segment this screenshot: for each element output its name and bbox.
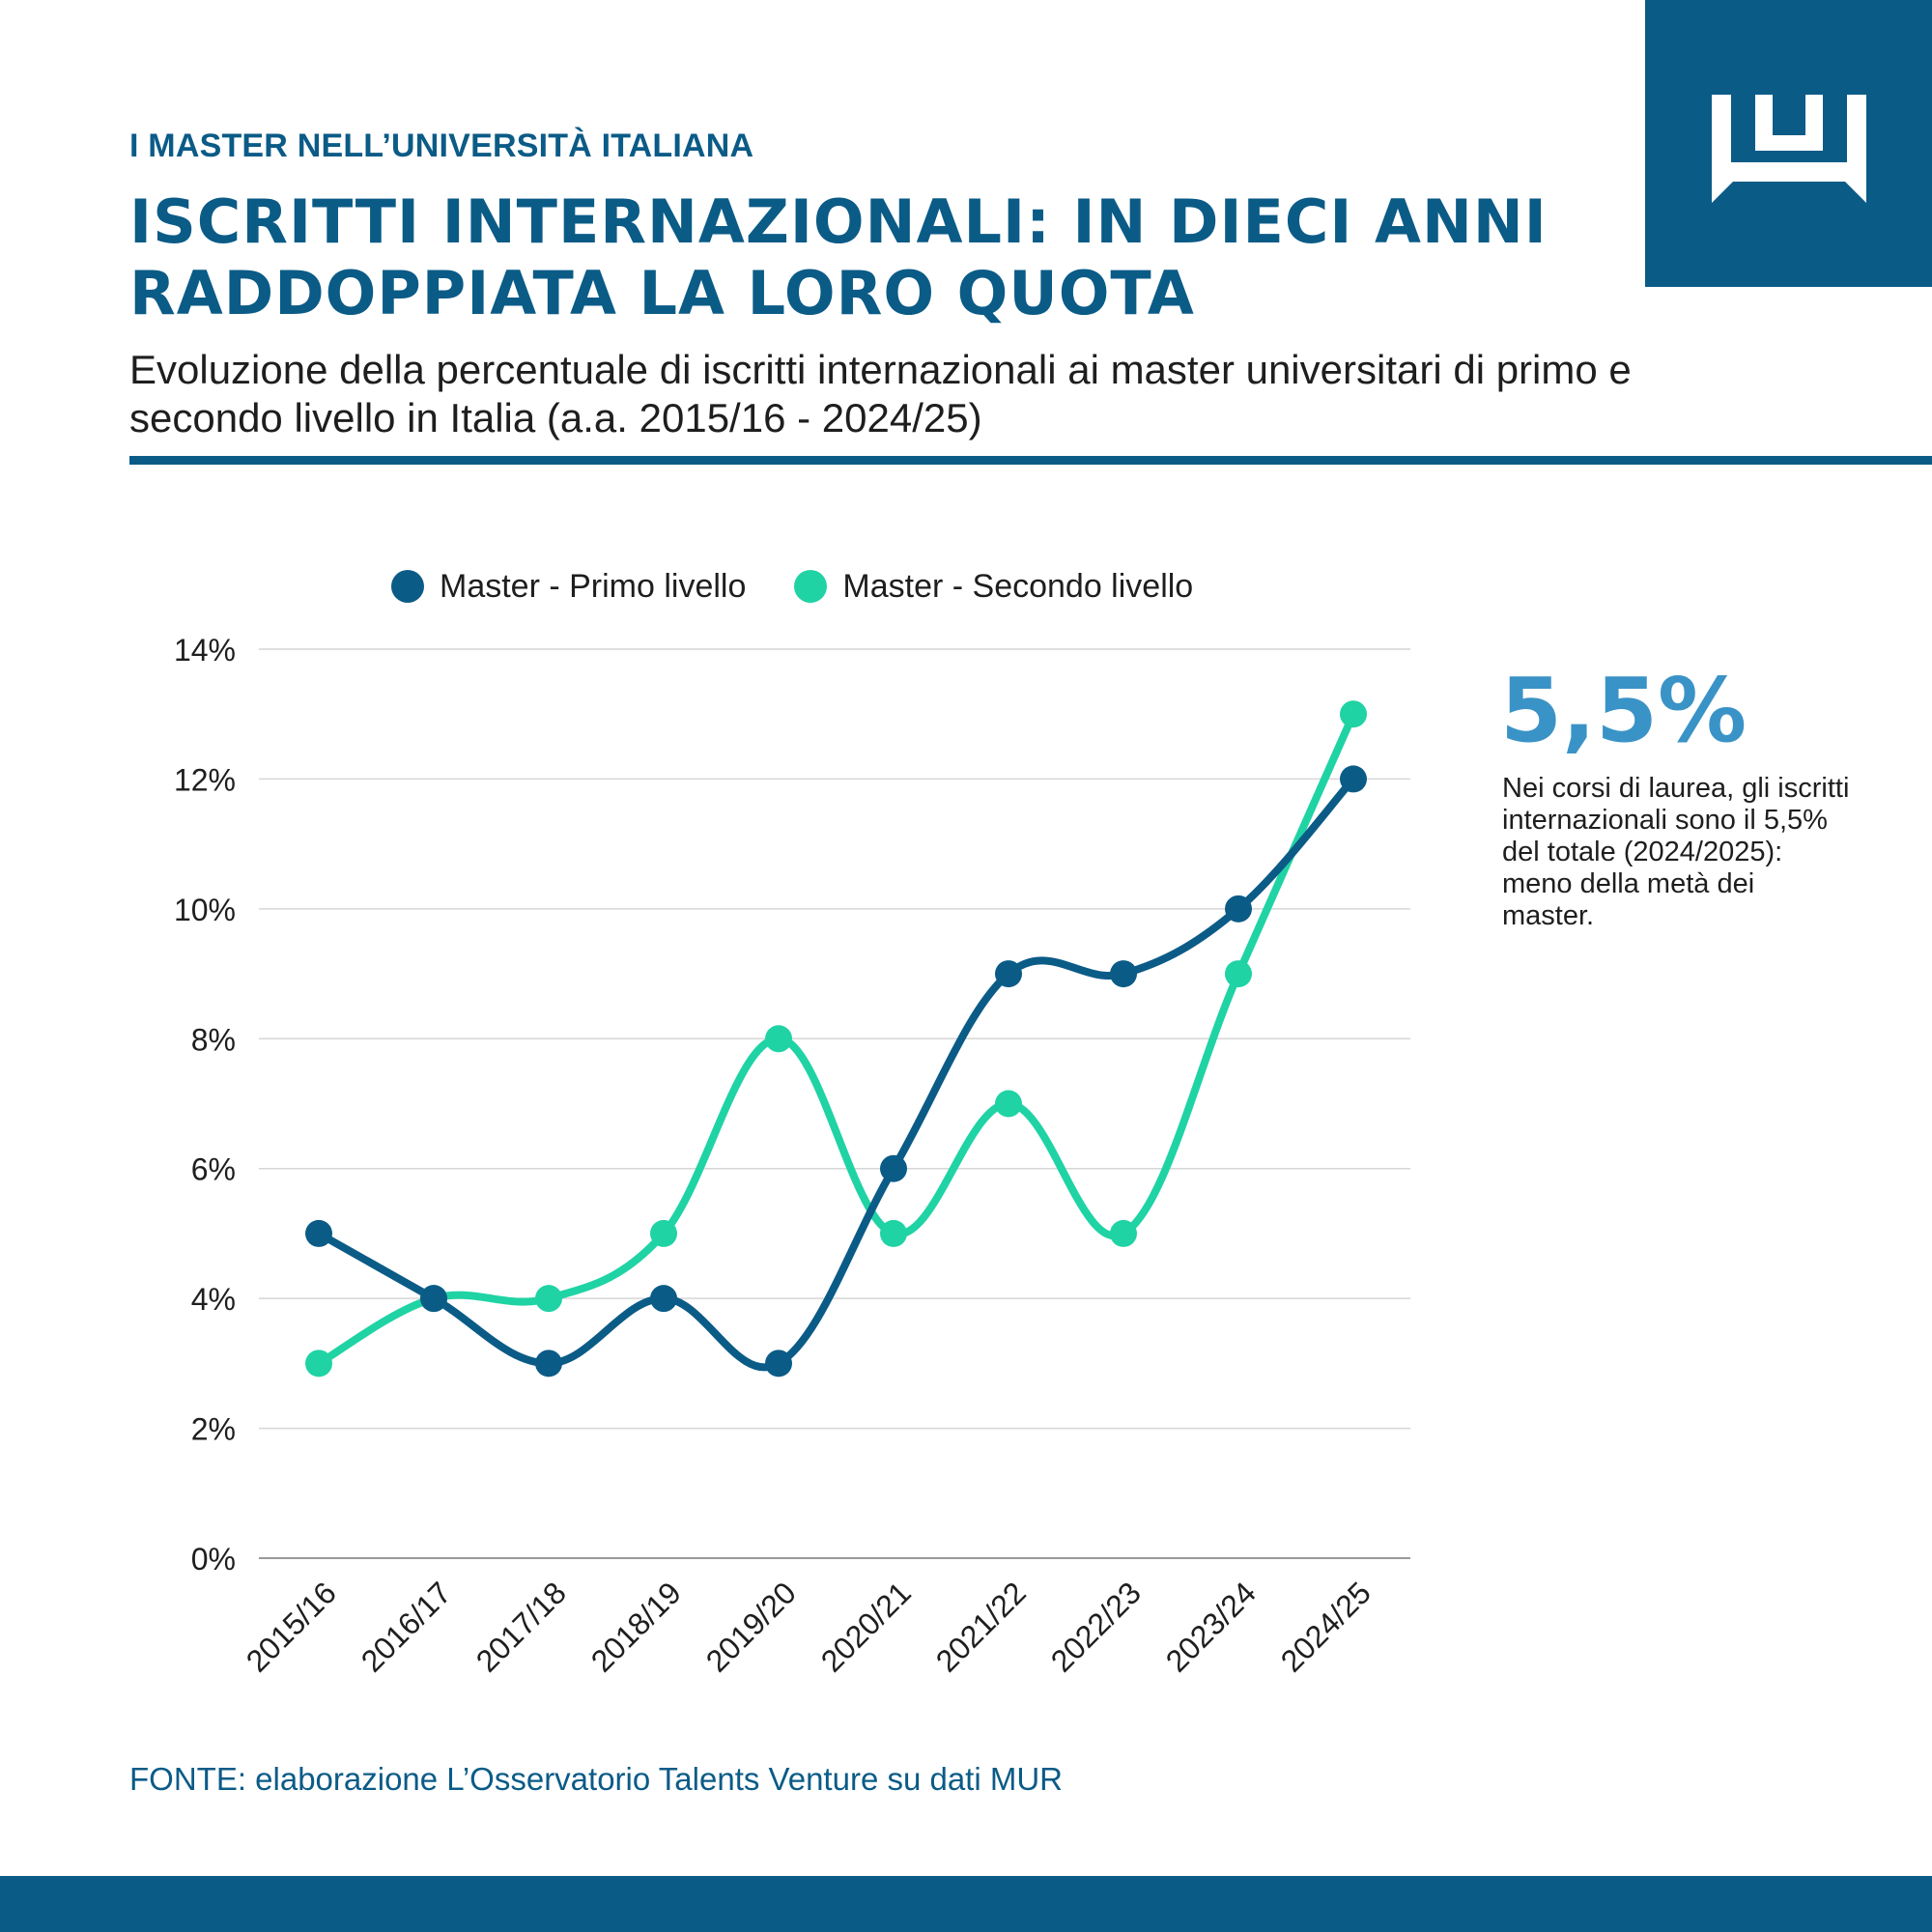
data-point-0 (650, 1285, 677, 1313)
logo-box (1645, 0, 1932, 287)
data-point-0 (1340, 765, 1367, 793)
x-tick-label: 2023/24 (1159, 1575, 1263, 1678)
y-tick-label: 2% (191, 1412, 236, 1447)
footer-bar (0, 1876, 1932, 1932)
y-tick-label: 8% (191, 1022, 236, 1057)
data-point-1 (995, 1090, 1022, 1118)
data-point-1 (1340, 700, 1367, 728)
data-point-0 (420, 1285, 447, 1313)
data-point-1 (765, 1025, 792, 1053)
x-tick-label: 2015/16 (240, 1575, 343, 1678)
x-tick-label: 2019/20 (699, 1575, 803, 1678)
x-tick-label: 2016/17 (355, 1575, 458, 1678)
data-point-0 (880, 1154, 907, 1182)
data-point-1 (650, 1219, 677, 1247)
series-line-0 (315, 775, 1357, 1372)
data-point-1 (1110, 1219, 1137, 1247)
legend-label-secondo: Master - Secondo livello (842, 567, 1194, 605)
legend-item-secondo: Master - Secondo livello (794, 568, 1193, 606)
x-tick-label: 2018/19 (584, 1575, 688, 1678)
data-point-1 (305, 1350, 332, 1378)
header-divider (129, 456, 1932, 465)
callout-value: 5,5% (1500, 659, 1747, 762)
y-tick-label: 6% (191, 1152, 236, 1187)
data-point-0 (765, 1350, 792, 1378)
data-point-1 (535, 1285, 562, 1313)
data-point-0 (1225, 895, 1252, 923)
data-point-0 (305, 1219, 332, 1247)
page-title: ISCRITTI INTERNAZIONALI: IN DIECI ANNI R… (129, 186, 1548, 328)
chart-legend: Master - Primo livello Master - Secondo … (391, 563, 1241, 610)
legend-item-primo: Master - Primo livello (391, 568, 746, 606)
data-point-1 (1225, 960, 1252, 988)
source-note: FONTE: elaborazione L’Osservatorio Talen… (129, 1761, 1064, 1797)
x-tick-label: 2021/22 (929, 1575, 1033, 1678)
data-point-0 (995, 960, 1022, 988)
x-tick-label: 2017/18 (469, 1575, 573, 1678)
crown-icon (1712, 95, 1866, 203)
y-tick-label: 0% (191, 1542, 236, 1577)
y-tick-label: 10% (174, 893, 236, 927)
kicker: I MASTER NELL’UNIVERSITÀ ITALIANA (129, 128, 754, 164)
subtitle: Evoluzione della percentuale di iscritti… (129, 347, 1632, 440)
data-point-0 (535, 1350, 562, 1378)
legend-marker-primo (391, 570, 424, 603)
y-tick-label: 14% (174, 633, 236, 668)
x-tick-label: 2020/21 (814, 1575, 918, 1678)
x-tick-label: 2024/25 (1274, 1575, 1378, 1678)
data-point-0 (1110, 960, 1137, 988)
data-point-1 (880, 1219, 907, 1247)
y-tick-label: 12% (174, 762, 236, 797)
legend-marker-secondo (794, 570, 828, 603)
x-tick-label: 2022/23 (1044, 1575, 1148, 1678)
line-chart: 0% 2% 4% 6% 8% 10% 12% 14% 2015/16 2016/17 2017/18… (174, 633, 1410, 1679)
legend-label-primo: Master - Primo livello (440, 567, 747, 605)
callout-text: Nei corsi di laurea, gli iscritti intern… (1502, 773, 1850, 931)
y-tick-label: 4% (191, 1282, 236, 1317)
